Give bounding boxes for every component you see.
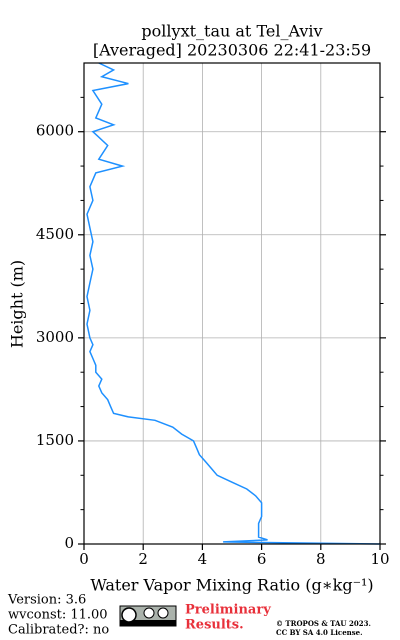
x-tick-label: 8 <box>316 550 326 568</box>
x-tick-label: 4 <box>198 550 208 568</box>
footer-info: Calibrated?: no <box>8 623 109 638</box>
y-tick-label: 4500 <box>36 225 74 243</box>
cc-logo <box>119 605 177 627</box>
license: CC BY SA 4.0 License. <box>276 628 363 637</box>
plot-frame <box>83 62 381 545</box>
x-tick-label: 2 <box>138 550 148 568</box>
y-tick-label: 1500 <box>36 431 74 449</box>
x-tick-label: 6 <box>257 550 267 568</box>
chart-title: [Averaged] 20230306 22:41-23:59 <box>93 41 371 60</box>
chart-title: pollyxt_tau at Tel_Aviv <box>141 22 322 41</box>
profile-line <box>86 62 381 545</box>
y-axis-label: Height (m) <box>8 260 27 348</box>
x-tick-label: 10 <box>370 550 389 568</box>
y-tick-label: 0 <box>64 534 74 552</box>
y-tick-label: 3000 <box>36 328 74 346</box>
license: © TROPOS & TAU 2023. <box>276 619 371 628</box>
preliminary-notice: Preliminary <box>185 603 271 618</box>
footer-info: Version: 3.6 <box>7 593 86 608</box>
x-axis-label: Water Vapor Mixing Ratio (g∗kg⁻¹) <box>90 576 373 595</box>
x-tick-label: 0 <box>79 550 89 568</box>
y-tick-label: 6000 <box>36 122 74 140</box>
preliminary-notice: Results. <box>185 618 244 633</box>
footer-info: wvconst: 11.00 <box>8 608 108 623</box>
